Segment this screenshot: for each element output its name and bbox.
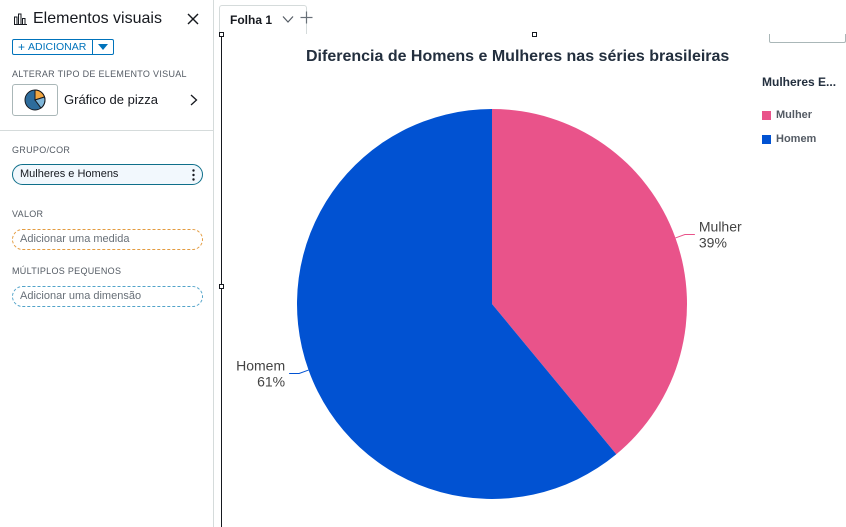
close-icon[interactable]	[186, 12, 200, 26]
visual-type-label: Gráfico de pizza	[64, 92, 158, 107]
small-multiples-field-well[interactable]: Adicionar uma dimensão	[12, 286, 203, 307]
value-placeholder: Adicionar uma medida	[20, 233, 130, 245]
slice-percent-mulher: 39%	[699, 235, 727, 251]
sheet-tab[interactable]: Folha 1	[219, 5, 307, 34]
slice-percent-homem: 61%	[257, 373, 285, 389]
panel-divider	[0, 130, 213, 131]
small-multiples-placeholder: Adicionar uma dimensão	[20, 290, 142, 302]
sheet-tab-bar: Folha 1	[214, 0, 846, 34]
slice-label-homem: Homem	[236, 357, 285, 373]
add-visual-dropdown-button[interactable]	[93, 39, 115, 55]
resize-handle-top[interactable]	[532, 32, 537, 37]
pie-slice-mulher[interactable]	[492, 109, 687, 455]
pie-chart-icon	[24, 89, 46, 111]
leader-line-mulher	[675, 234, 695, 239]
field-options-icon[interactable]	[192, 169, 195, 181]
add-visual-button[interactable]: + ADICIONAR	[12, 39, 94, 55]
visual-type-selector[interactable]: Gráfico de pizza	[12, 84, 202, 116]
group-color-label: GRUPO/COR	[12, 145, 71, 155]
panel-title: Elementos visuais	[33, 10, 162, 27]
legend-swatch-homem	[762, 135, 771, 144]
resize-handle-top-left[interactable]	[219, 32, 224, 37]
legend-label-homem: Homem	[776, 133, 817, 145]
chart-title: Diferencia de Homens e Mulheres nas séri…	[306, 48, 730, 65]
chevron-down-icon[interactable]	[282, 15, 294, 24]
visuals-panel: Elementos visuais + ADICIONAR ALTERAR TI…	[0, 0, 214, 527]
slice-label-mulher: Mulher	[699, 219, 742, 235]
change-visual-type-label: ALTERAR TIPO DE ELEMENTO VISUAL	[12, 69, 187, 79]
group-field-name: Mulheres e Homens	[20, 168, 119, 180]
leader-line-homem	[289, 369, 309, 374]
add-visual-label: ADICIONAR	[28, 41, 87, 53]
legend-title: Mulheres E...	[762, 75, 837, 89]
small-multiples-label: MÚLTIPLOS PEQUENOS	[12, 266, 122, 276]
panel-header: Elementos visuais	[0, 0, 213, 38]
pie-chart-thumbnail	[12, 84, 58, 116]
value-field-well[interactable]: Adicionar uma medida	[12, 229, 203, 250]
value-label: VALOR	[12, 209, 44, 219]
chevron-right-icon	[190, 94, 198, 106]
add-sheet-icon[interactable]	[300, 11, 313, 24]
pie-slice-homem[interactable]	[297, 109, 617, 499]
plus-icon: +	[18, 40, 26, 54]
legend-label-mulher: Mulher	[776, 109, 813, 121]
bar-chart-icon	[14, 13, 27, 25]
add-visual-group: + ADICIONAR	[12, 39, 115, 55]
sheet-canvas: Mulher 39% Homem 61% Diferencia de Homens e…	[214, 32, 846, 527]
visual-left-border	[221, 34, 222, 527]
legend-swatch-mulher	[762, 111, 771, 120]
sheet-tab-label: Folha 1	[230, 13, 273, 27]
group-color-field-well[interactable]: Mulheres e Homens	[12, 164, 203, 185]
resize-handle-left[interactable]	[219, 284, 224, 289]
